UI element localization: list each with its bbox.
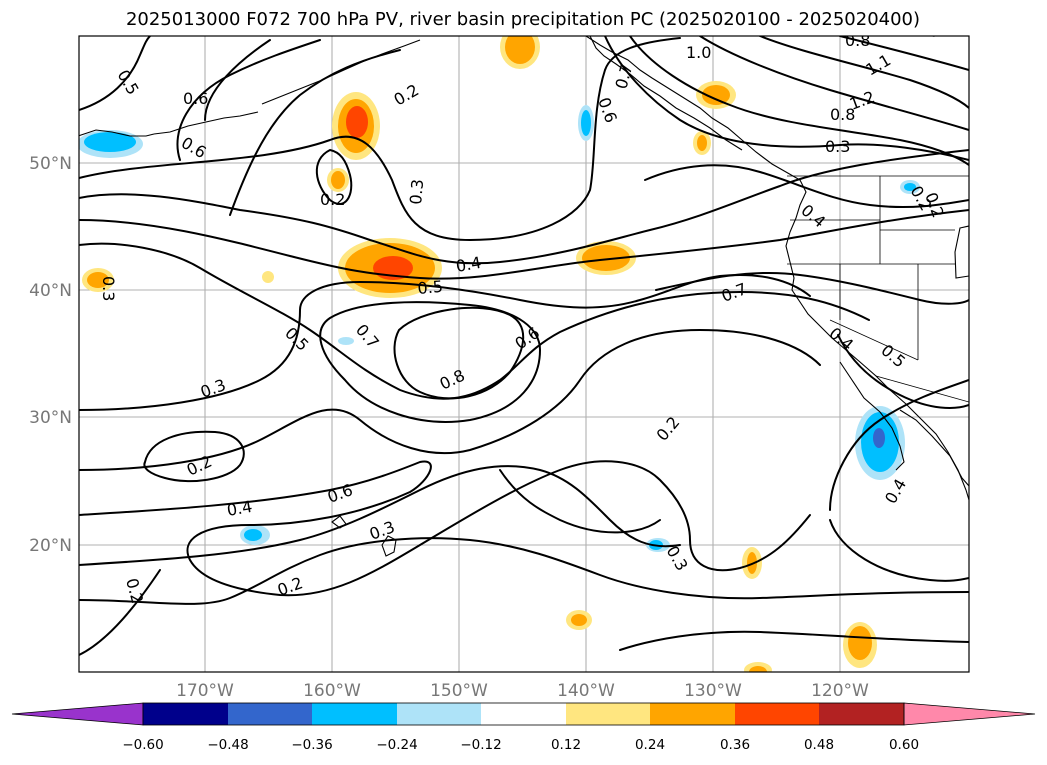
- precip-blob-negative: [873, 428, 885, 448]
- colorbar-frame: [142, 702, 905, 726]
- colorbar-tick: −0.48: [207, 737, 248, 753]
- map-content: 0.5 0.6 0.6 0.2 0.3 0.2 1.0 0.7 0.6 0.8 …: [79, 31, 969, 672]
- precip-blob-negative: [244, 529, 262, 541]
- colorbar-bin: [735, 703, 819, 725]
- precip-blob-negative: [581, 110, 591, 136]
- precip-blob-positive: [262, 271, 274, 283]
- colorbar-bin: [481, 703, 566, 725]
- colorbar-bin: [228, 703, 312, 725]
- lat-label: 30°N: [29, 408, 72, 428]
- contour-label: 0.2: [320, 190, 345, 209]
- colorbar-tick: 0.48: [804, 737, 834, 753]
- colorbar-tick: −0.24: [376, 737, 417, 753]
- precip-blob-positive: [331, 171, 345, 189]
- lon-label: 150°W: [430, 681, 488, 701]
- contour-label: 0.3: [406, 178, 427, 205]
- latitude-labels: 50°N 40°N 30°N 20°N: [29, 154, 72, 556]
- longitude-labels: 170°W 160°W 150°W 140°W 130°W 120°W: [176, 681, 869, 701]
- colorbar-bin: [566, 703, 650, 725]
- coastlines: [79, 36, 969, 557]
- contour-label: 0.3: [825, 137, 850, 156]
- colorbar-tick: −0.12: [460, 737, 501, 753]
- colorbar-bin: [819, 703, 904, 725]
- contour-label: 0.5: [417, 277, 444, 298]
- colorbar-tick: 0.36: [720, 737, 750, 753]
- colorbar-extend-min: [11, 702, 144, 726]
- political-borders: [787, 175, 969, 403]
- precip-blob-positive: [848, 626, 872, 660]
- precip-blob-positive: [702, 85, 730, 105]
- precip-blob-positive: [749, 666, 767, 672]
- lon-label: 120°W: [811, 681, 869, 701]
- contour-label: 0.4: [454, 253, 482, 276]
- colorbar-bin: [650, 703, 735, 725]
- precip-blob-positive: [582, 245, 630, 271]
- colorbar-tick: 0.12: [551, 737, 581, 753]
- contour-label: 0.4: [225, 497, 253, 520]
- precip-blob-positive: [697, 135, 707, 151]
- colorbar-tick: 0.60: [889, 737, 919, 753]
- lat-label: 20°N: [29, 536, 72, 556]
- colorbar-extend-max: [903, 702, 1036, 726]
- lon-label: 160°W: [303, 681, 361, 701]
- lat-label: 40°N: [29, 281, 72, 301]
- precip-blob-negative: [338, 337, 354, 345]
- colorbar-tick: −0.60: [122, 737, 163, 753]
- precip-blob-positive: [505, 36, 535, 64]
- precip-blob-negative: [84, 132, 136, 152]
- colorbar-tick: −0.36: [291, 737, 332, 753]
- map-title: 2025013000 F072 700 hPa PV, river basin …: [126, 9, 920, 30]
- colorbar: −0.60 −0.48 −0.36 −0.24 −0.12 0.12 0.24 …: [11, 702, 1036, 753]
- lon-label: 140°W: [557, 681, 615, 701]
- colorbar-bin: [397, 703, 481, 725]
- contour-label: 0.8: [845, 31, 870, 50]
- precip-blob-positive: [571, 614, 587, 626]
- precip-blob-positive: [87, 272, 109, 288]
- lat-label: 50°N: [29, 154, 72, 174]
- map-frame: [78, 35, 970, 673]
- colorbar-bin: [143, 703, 228, 725]
- contour-label: 0.3: [99, 276, 118, 301]
- precip-blob-positive: [346, 106, 368, 138]
- contour-label: 0.6: [183, 89, 208, 108]
- pv-contours: [79, 36, 969, 656]
- contour-label: 1.0: [686, 43, 711, 62]
- graticule: [79, 36, 969, 672]
- precip-blob-negative: [904, 183, 916, 191]
- map-background: [79, 36, 969, 672]
- lon-label: 170°W: [176, 681, 234, 701]
- contour-label: 0.8: [830, 105, 855, 124]
- lon-label: 130°W: [684, 681, 742, 701]
- colorbar-tick: 0.24: [635, 737, 665, 753]
- colorbar-bin: [312, 703, 397, 725]
